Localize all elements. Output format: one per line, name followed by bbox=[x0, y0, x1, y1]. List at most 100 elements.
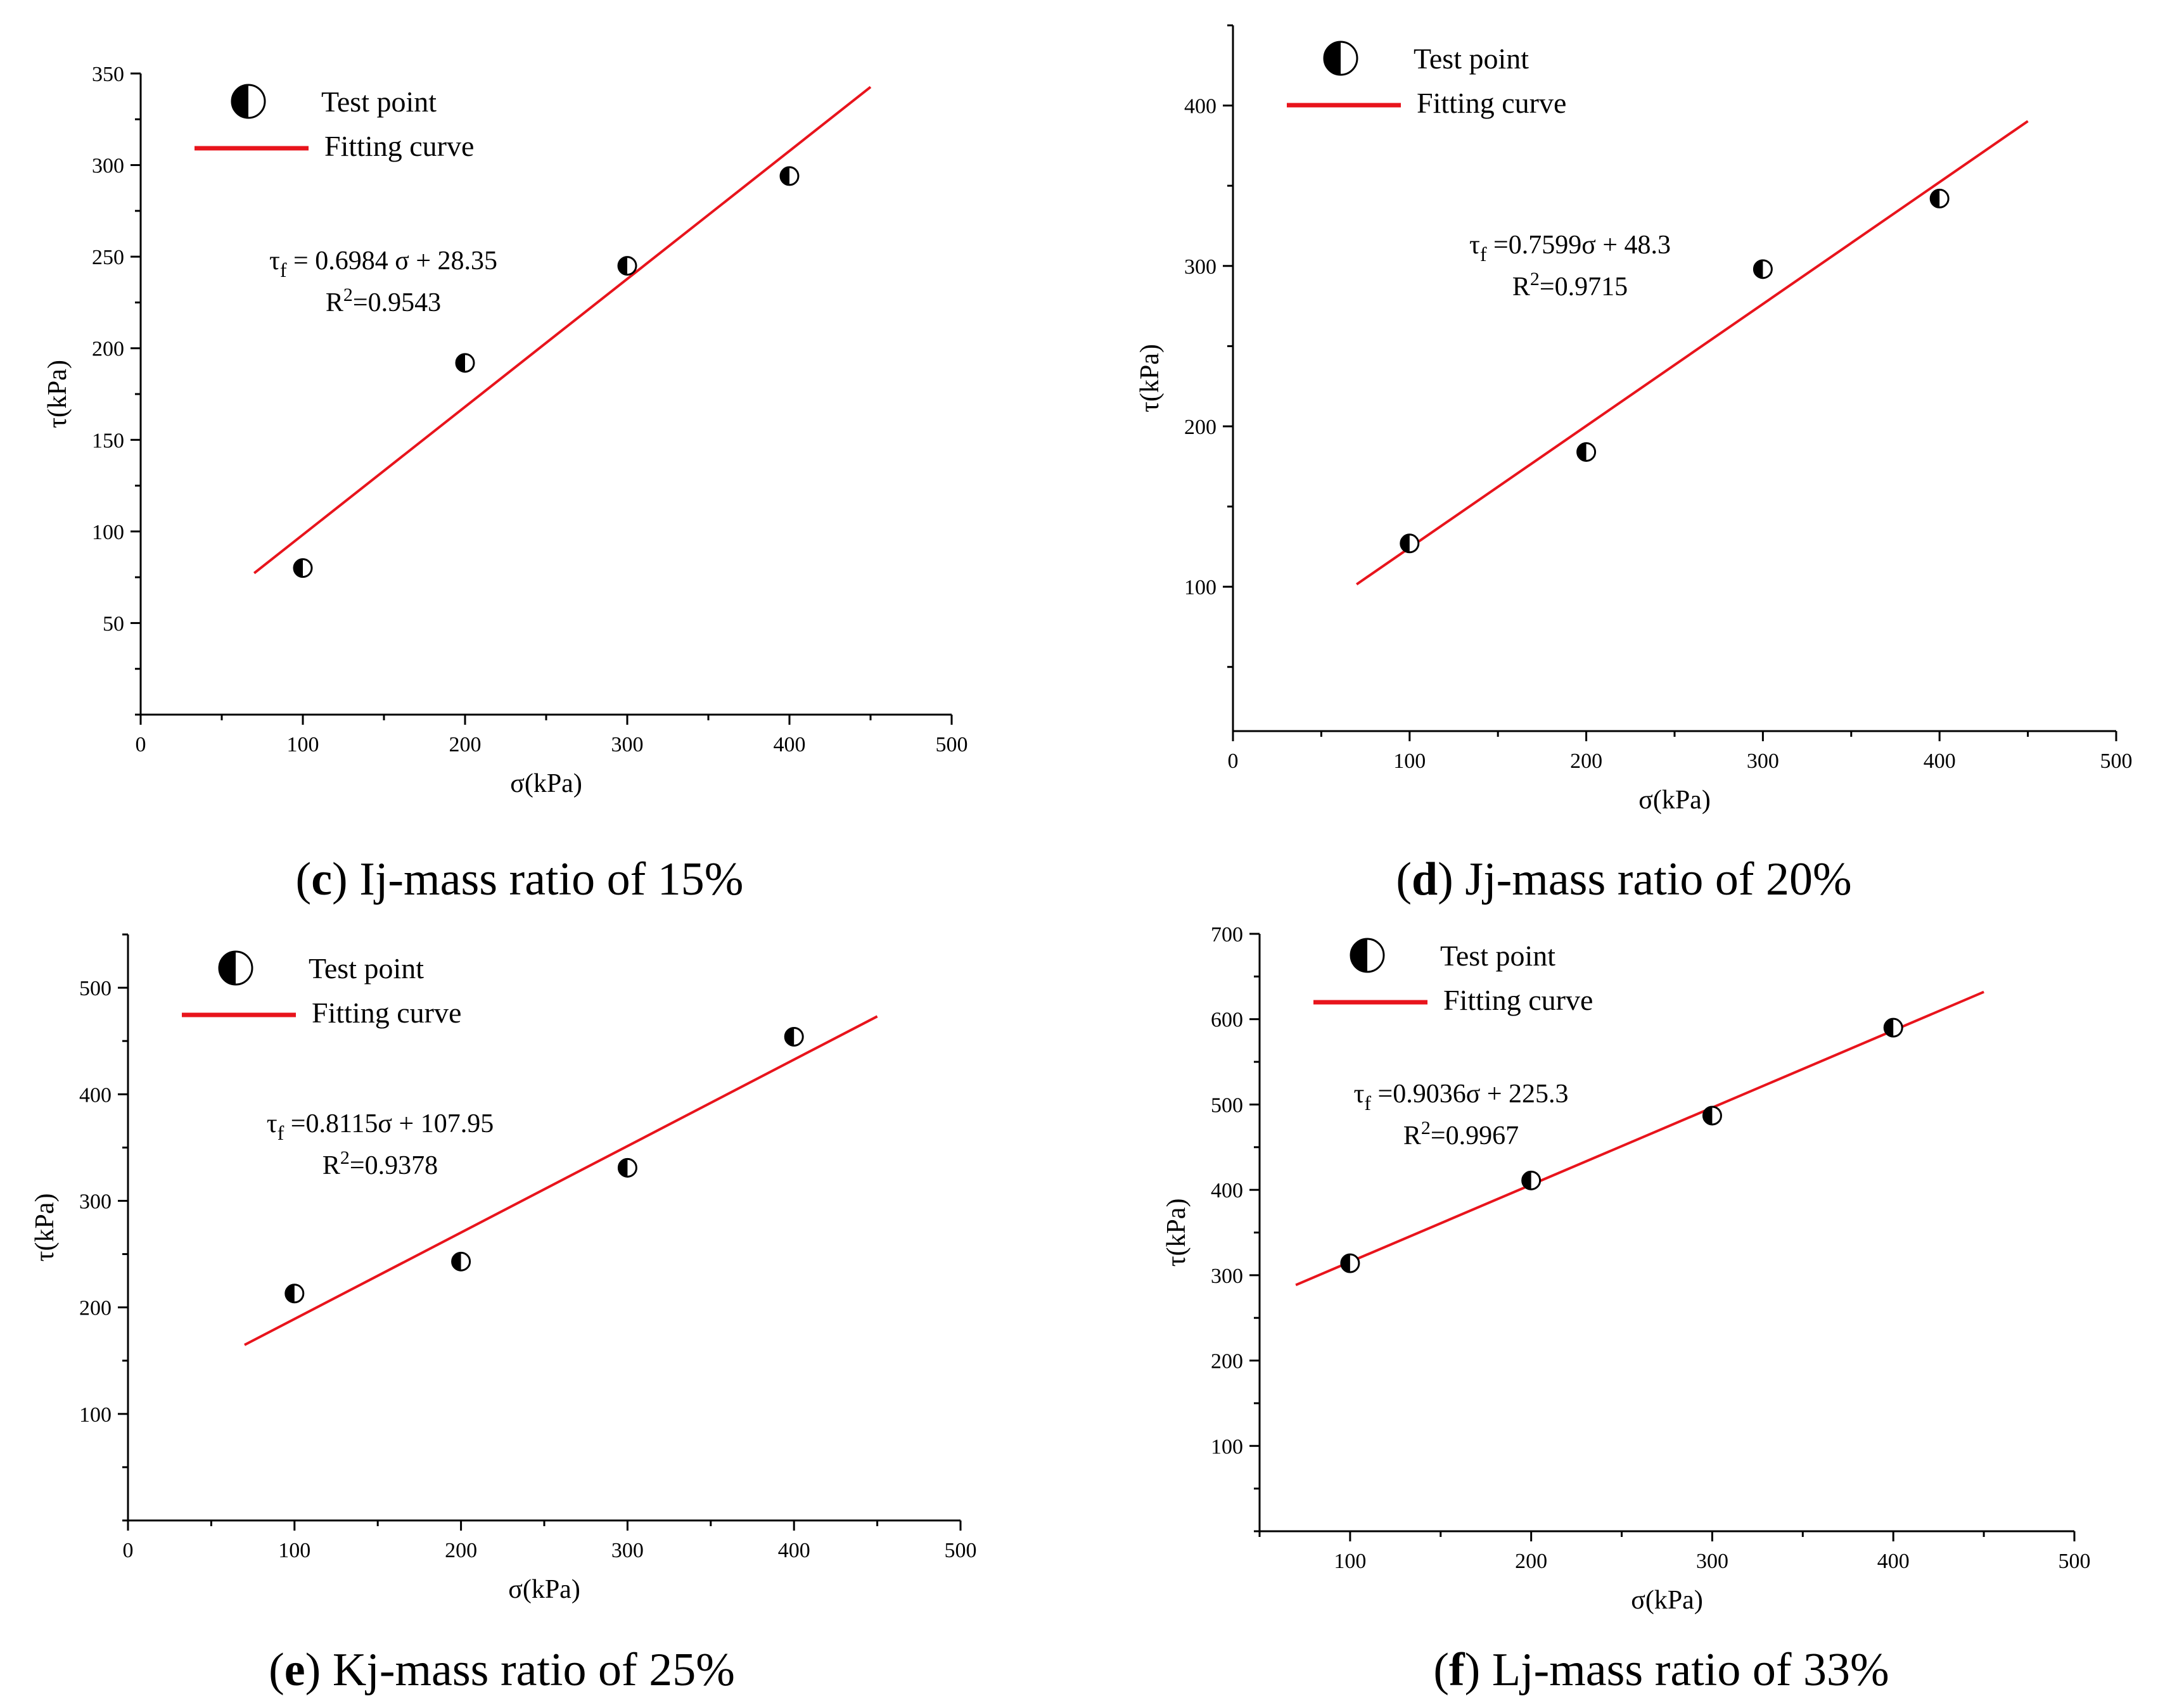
test-point-marker bbox=[784, 1026, 804, 1047]
r2-superscript: 2 bbox=[340, 1147, 350, 1168]
x-tick-label: 400 bbox=[774, 733, 806, 756]
caption-text: Lj-mass ratio of 33% bbox=[1492, 1644, 1889, 1696]
legend-point-label: Test point bbox=[309, 952, 424, 985]
y-axis-label: τ(kPa) bbox=[30, 1194, 60, 1262]
y-tick-label: 150 bbox=[92, 429, 124, 452]
x-tick-label: 200 bbox=[449, 733, 482, 756]
test-point-marker-fill bbox=[452, 1252, 461, 1271]
y-tick-label: 250 bbox=[92, 246, 124, 269]
test-point-marker-fill bbox=[1341, 1254, 1350, 1272]
legend-line-label: Fitting curve bbox=[324, 130, 474, 162]
test-point-marker bbox=[1883, 1017, 1903, 1038]
caption-letter: d bbox=[1412, 853, 1438, 905]
eq-rhs: =0.8115σ + 107.95 bbox=[284, 1109, 494, 1138]
fitting-line bbox=[1295, 990, 1984, 1287]
y-tick-label: 100 bbox=[92, 521, 124, 544]
eq-lhs: τ bbox=[1469, 231, 1480, 260]
eq-lhs: τ bbox=[267, 1109, 278, 1138]
x-tick-label: 200 bbox=[445, 1539, 477, 1562]
panel-d: 0 100 200 300 400 500 100 200 300 400 σ(kPa) τ(kPa)… bbox=[1135, 24, 2133, 905]
fit-equation: τf =0.8115σ + 107.95 bbox=[267, 1109, 494, 1144]
legend-line-label: Fitting curve bbox=[1417, 87, 1566, 119]
x-axis-label: σ(kPa) bbox=[1631, 1586, 1703, 1615]
r2-value: =0.9378 bbox=[350, 1151, 438, 1180]
test-point-marker-fill bbox=[285, 1284, 295, 1303]
eq-lhs: τ bbox=[1353, 1080, 1364, 1109]
caption-paren-close: ) bbox=[305, 1644, 333, 1696]
test-point-marker-fill bbox=[618, 257, 627, 275]
x-tick-label: 100 bbox=[1334, 1550, 1366, 1573]
x-tick-label: 0 bbox=[1228, 749, 1239, 773]
legend-point-label: Test point bbox=[1440, 940, 1555, 972]
legend-marker-icon-fill bbox=[219, 952, 236, 985]
test-point-marker-fill bbox=[1931, 189, 1940, 208]
caption-text: Ij-mass ratio of 15% bbox=[359, 853, 743, 905]
caption-paren-close: ) bbox=[1465, 1644, 1492, 1696]
x-tick-label: 300 bbox=[1747, 749, 1779, 773]
test-point-marker-fill bbox=[1884, 1019, 1894, 1037]
panel-caption: (e) Kj-mass ratio of 25% bbox=[269, 1644, 735, 1696]
test-point-marker bbox=[617, 1157, 637, 1178]
r2-value: =0.9543 bbox=[353, 288, 441, 317]
eq-subscript: f bbox=[278, 1121, 284, 1144]
y-tick-label: 100 bbox=[79, 1403, 112, 1427]
test-point-marker-fill bbox=[1522, 1171, 1531, 1190]
y-axis-label: τ(kPa) bbox=[1135, 344, 1165, 412]
r2-prefix: R bbox=[322, 1151, 340, 1180]
fit-equation: τf =0.9036σ + 225.3 bbox=[1353, 1080, 1568, 1114]
x-tick-label: 300 bbox=[1696, 1550, 1728, 1573]
test-point-marker-fill bbox=[785, 1028, 795, 1046]
r-squared: R2=0.9543 bbox=[326, 284, 441, 317]
caption-text: Kj-mass ratio of 25% bbox=[333, 1644, 735, 1696]
test-point-marker bbox=[455, 353, 475, 373]
legend-marker-icon bbox=[1323, 41, 1358, 76]
test-point-marker bbox=[617, 256, 637, 276]
x-tick-label: 400 bbox=[778, 1539, 810, 1562]
test-point-marker bbox=[1521, 1170, 1542, 1190]
test-point-marker-fill bbox=[294, 559, 303, 577]
eq-rhs: = 0.6984 σ + 28.35 bbox=[287, 246, 498, 276]
fit-equation: τf =0.7599σ + 48.3 bbox=[1469, 231, 1671, 265]
y-axis-label: τ(kPa) bbox=[1162, 1199, 1191, 1267]
y-tick-label: 50 bbox=[103, 612, 124, 635]
y-tick-label: 300 bbox=[1211, 1265, 1243, 1288]
y-tick-label: 500 bbox=[79, 977, 112, 1000]
test-point-marker bbox=[1340, 1253, 1360, 1273]
fitting-line bbox=[253, 86, 872, 575]
x-tick-label: 100 bbox=[1393, 749, 1426, 773]
x-axis-label: σ(kPa) bbox=[510, 769, 582, 798]
y-tick-label: 300 bbox=[79, 1190, 112, 1213]
caption-paren-open: ( bbox=[1433, 1644, 1449, 1696]
x-tick-label: 200 bbox=[1515, 1550, 1547, 1573]
test-point-marker bbox=[451, 1251, 471, 1271]
caption-paren-open: ( bbox=[296, 853, 312, 905]
test-point-marker-fill bbox=[781, 167, 789, 185]
legend-marker-icon bbox=[231, 84, 266, 119]
legend-marker-icon-fill bbox=[1351, 939, 1367, 972]
r2-superscript: 2 bbox=[1530, 269, 1540, 290]
y-tick-label: 100 bbox=[1184, 576, 1216, 599]
x-tick-label: 500 bbox=[945, 1539, 977, 1562]
legend-marker-icon-fill bbox=[232, 85, 248, 118]
legend-point-label: Test point bbox=[1414, 42, 1529, 75]
r2-superscript: 2 bbox=[1421, 1118, 1431, 1138]
y-tick-label: 600 bbox=[1211, 1009, 1243, 1032]
eq-rhs: =0.7599σ + 48.3 bbox=[1487, 231, 1671, 260]
y-tick-label: 350 bbox=[92, 63, 124, 86]
r-squared: R2=0.9378 bbox=[322, 1147, 438, 1180]
legend-marker-icon-fill bbox=[1324, 42, 1341, 75]
eq-lhs: τ bbox=[269, 246, 280, 276]
legend: Test point Fitting curve bbox=[182, 950, 461, 1029]
panel-c: 0 100 200 300 400 500 50 100 150 200 250 300 350 σ(kP… bbox=[43, 63, 968, 905]
eq-subscript: f bbox=[1364, 1092, 1371, 1114]
test-point-marker bbox=[1400, 533, 1420, 554]
x-tick-label: 500 bbox=[2059, 1550, 2091, 1573]
caption-paren-open: ( bbox=[1396, 853, 1412, 905]
caption-letter: f bbox=[1449, 1644, 1465, 1696]
caption-paren-close: ) bbox=[332, 853, 359, 905]
caption-paren-open: ( bbox=[269, 1644, 284, 1696]
r2-superscript: 2 bbox=[343, 284, 353, 305]
panel-e: 0 100 200 300 400 500 100 200 300 400 500 σ(kPa) τ(k… bbox=[30, 933, 977, 1696]
test-point-marker-fill bbox=[1703, 1106, 1713, 1125]
